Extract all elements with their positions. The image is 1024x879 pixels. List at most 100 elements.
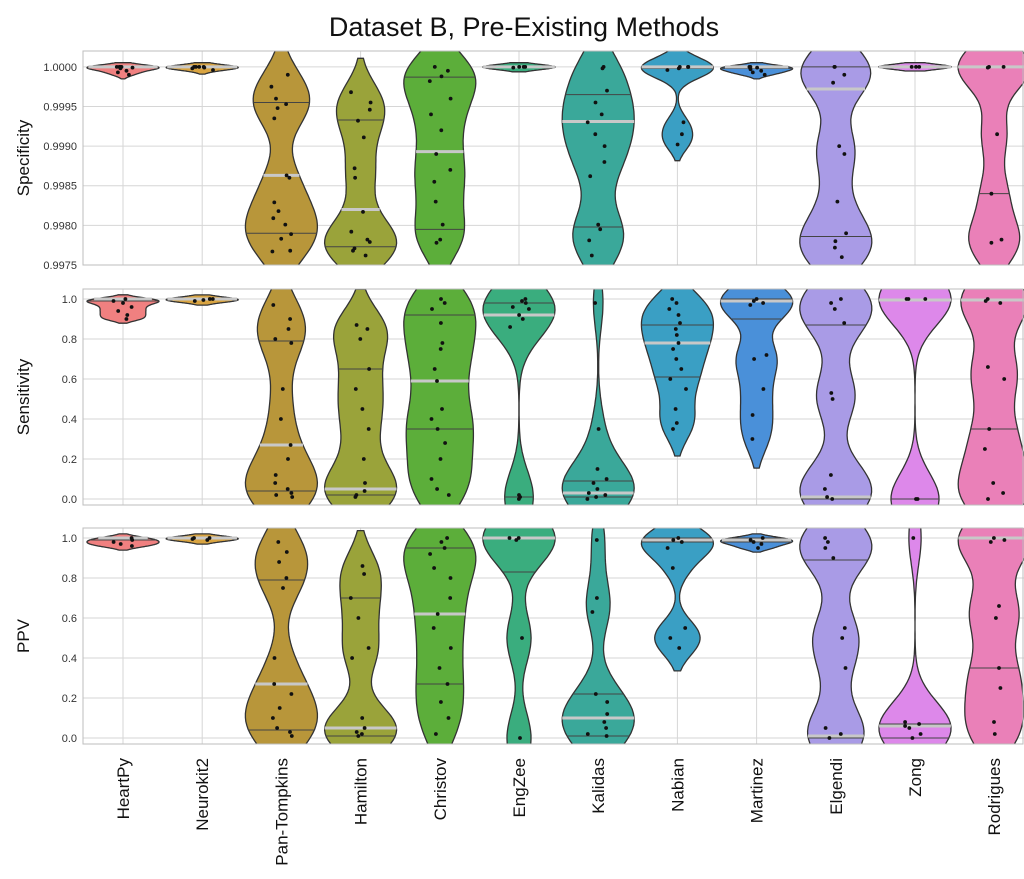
y-tick-label: 0.9995 bbox=[43, 101, 77, 113]
data-point bbox=[207, 297, 212, 301]
data-point bbox=[754, 297, 759, 301]
data-point bbox=[274, 493, 279, 497]
violin-neurokit2 bbox=[165, 62, 239, 75]
violin-pan-tompkins bbox=[244, 289, 319, 505]
violin-zong bbox=[878, 289, 952, 505]
y-tick-label: 0.9975 bbox=[43, 260, 77, 272]
data-point bbox=[360, 564, 365, 568]
data-point bbox=[595, 467, 600, 471]
data-point bbox=[435, 612, 440, 616]
data-point bbox=[429, 112, 433, 117]
data-point bbox=[759, 68, 764, 73]
data-point bbox=[446, 493, 451, 497]
data-point bbox=[747, 65, 752, 69]
data-point bbox=[983, 447, 987, 451]
data-point bbox=[438, 347, 443, 351]
violin-pan-tompkins bbox=[244, 51, 319, 265]
data-point bbox=[523, 301, 528, 305]
data-point bbox=[918, 732, 923, 736]
data-point bbox=[440, 341, 445, 345]
panels: 0.9975 0.9980 0.9985 0.9990 0.9995 1.0000 Spec… bbox=[14, 50, 1024, 745]
data-point bbox=[288, 443, 293, 447]
data-point bbox=[591, 481, 596, 485]
x-tick-label: Rodrigues bbox=[985, 758, 1004, 836]
data-point bbox=[116, 70, 120, 75]
violin-engzee bbox=[482, 528, 556, 744]
data-point bbox=[681, 120, 686, 125]
data-point bbox=[288, 730, 292, 734]
data-point bbox=[915, 497, 920, 501]
data-point bbox=[435, 427, 440, 431]
data-point bbox=[677, 646, 682, 650]
violin-rodrigues bbox=[957, 51, 1024, 265]
data-point bbox=[430, 307, 434, 311]
data-point bbox=[431, 626, 436, 630]
y-tick-label: 0.9985 bbox=[43, 181, 77, 193]
data-point bbox=[365, 237, 370, 242]
data-point bbox=[676, 341, 681, 345]
data-point bbox=[683, 626, 688, 630]
data-point bbox=[517, 65, 522, 69]
data-point bbox=[439, 540, 444, 544]
data-point bbox=[988, 540, 993, 544]
data-point bbox=[842, 72, 847, 77]
data-point bbox=[289, 692, 294, 696]
data-point bbox=[586, 491, 591, 495]
data-point bbox=[593, 100, 598, 105]
data-point bbox=[760, 536, 765, 540]
data-point bbox=[271, 216, 276, 221]
data-point bbox=[833, 245, 837, 250]
data-point bbox=[1002, 377, 1007, 381]
data-point bbox=[448, 168, 453, 172]
data-point bbox=[510, 305, 515, 309]
data-point bbox=[439, 128, 444, 133]
data-point bbox=[764, 353, 769, 357]
data-point bbox=[279, 417, 283, 421]
data-point bbox=[676, 313, 681, 317]
y-tick-label: 0.2 bbox=[62, 454, 77, 466]
data-point bbox=[520, 636, 524, 640]
x-tick-label: Nabian bbox=[668, 758, 687, 812]
y-tick-label: 1.0 bbox=[62, 533, 77, 545]
data-point bbox=[748, 303, 753, 307]
data-point bbox=[903, 724, 907, 728]
data-point bbox=[596, 222, 601, 227]
data-point bbox=[114, 65, 119, 69]
data-point bbox=[507, 536, 512, 540]
data-point bbox=[840, 636, 845, 640]
data-point bbox=[354, 730, 359, 734]
violin-rodrigues bbox=[957, 528, 1024, 744]
data-point bbox=[446, 716, 451, 720]
data-point bbox=[272, 200, 277, 205]
violin-heartpy bbox=[86, 533, 160, 551]
data-point bbox=[831, 80, 835, 85]
data-point bbox=[523, 297, 528, 301]
y-tick-label: 0.9980 bbox=[43, 220, 77, 232]
data-point bbox=[126, 72, 131, 77]
violin-elgendi bbox=[799, 51, 873, 265]
data-point bbox=[751, 299, 756, 303]
data-point bbox=[917, 65, 922, 69]
data-point bbox=[843, 666, 848, 670]
data-point bbox=[130, 544, 134, 548]
y-tick-label: 0.2 bbox=[62, 693, 77, 705]
data-point bbox=[269, 84, 274, 89]
data-point bbox=[429, 417, 434, 421]
data-point bbox=[445, 536, 449, 540]
data-point bbox=[909, 65, 914, 69]
data-point bbox=[439, 74, 444, 79]
data-point bbox=[285, 487, 290, 491]
data-point bbox=[111, 299, 116, 303]
data-point bbox=[602, 720, 607, 724]
data-point bbox=[604, 734, 609, 738]
data-point bbox=[448, 596, 453, 600]
data-point bbox=[585, 497, 590, 501]
data-point bbox=[748, 538, 753, 542]
violin-nabian bbox=[640, 528, 715, 672]
data-point bbox=[284, 173, 289, 178]
data-point bbox=[907, 726, 912, 730]
data-point bbox=[997, 604, 1001, 608]
data-point bbox=[435, 379, 439, 383]
data-point bbox=[670, 566, 675, 570]
data-point bbox=[448, 576, 453, 580]
